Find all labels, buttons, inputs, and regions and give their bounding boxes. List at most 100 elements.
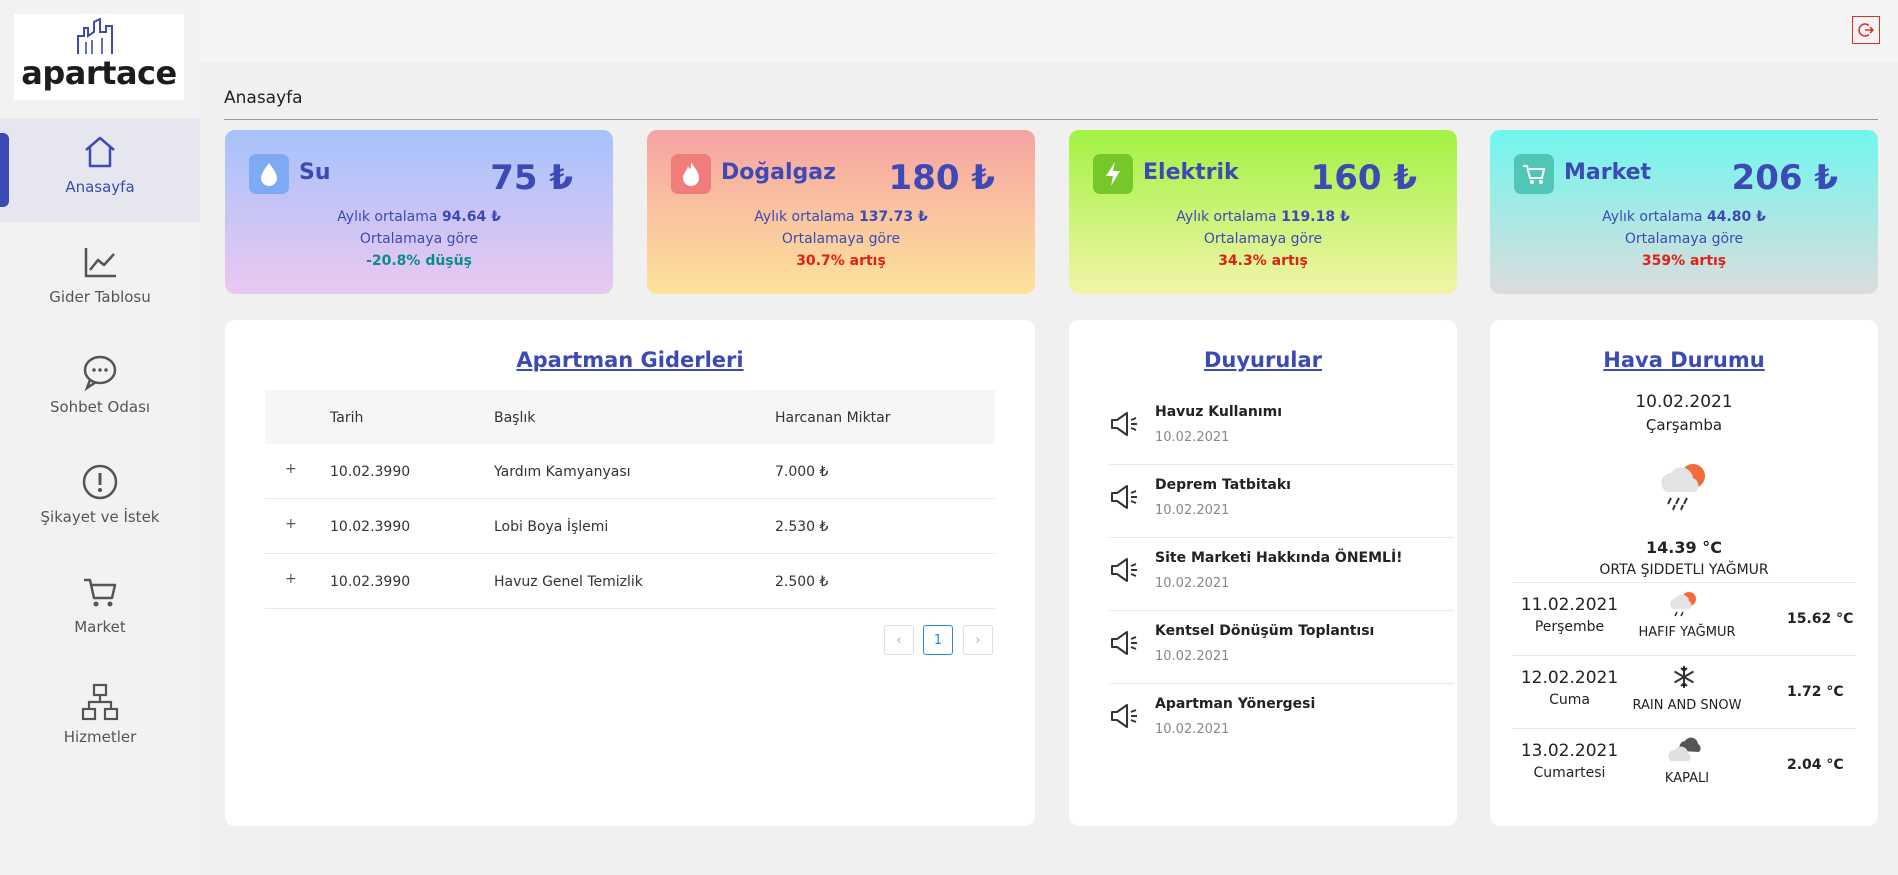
- brand-name: apartace: [21, 54, 177, 92]
- page-title: Anasayfa: [224, 88, 303, 108]
- chat-bubbles-icon: [83, 355, 117, 392]
- expenses-panel: Apartman Giderleri Tarih Başlık Harcanan…: [225, 320, 1035, 826]
- sidebar-item-market[interactable]: Market: [0, 558, 200, 662]
- stat-avg-value: 119.18 ₺: [1281, 209, 1350, 225]
- stat-card-market[interactable]: Market 206 ₺ Aylık ortalama 44.80 ₺ Orta…: [1490, 130, 1878, 294]
- stat-value: 75 ₺: [490, 158, 573, 198]
- forecast-date: 13.02.2021: [1520, 741, 1619, 761]
- megaphone-icon: [1111, 485, 1137, 509]
- row-amount: 2.500 ₺: [775, 574, 829, 590]
- announcement-title: Havuz Kullanımı: [1155, 404, 1283, 420]
- row-date: 10.02.3990: [330, 574, 411, 590]
- cloudy-icon: [1668, 737, 1701, 761]
- column-header-baslik[interactable]: Başlık: [494, 410, 536, 426]
- stat-avg-value: 137.73 ₺: [859, 209, 928, 225]
- rain-sun-icon: [1661, 464, 1705, 511]
- announcement-date: 10.02.2021: [1155, 649, 1230, 664]
- stat-change: -20.8% düşüş: [366, 253, 472, 269]
- announcements-title[interactable]: Duyurular: [1203, 348, 1323, 372]
- forecast-row: 11.02.2021 Perşembe HAFIF YAĞMUR 15.62 °…: [1512, 582, 1856, 655]
- expenses-table: Tarih Başlık Harcanan Miktar + 10.02.399…: [265, 390, 995, 609]
- stat-name: Market: [1564, 160, 1652, 185]
- chart-line-icon: [84, 248, 116, 278]
- column-header-miktar[interactable]: Harcanan Miktar: [775, 410, 891, 426]
- announcement-item[interactable]: Havuz Kullanımı 10.02.2021: [1109, 392, 1454, 465]
- title-divider: [224, 119, 1878, 120]
- forecast-day: Cuma: [1549, 692, 1590, 708]
- announcement-item[interactable]: Kentsel Dönüşüm Toplantısı 10.02.2021: [1109, 611, 1454, 684]
- table-row: + 10.02.3990 Lobi Boya İşlemi 2.530 ₺: [265, 499, 995, 554]
- forecast-temp: 1.72 °C: [1787, 684, 1844, 700]
- forecast-row: 13.02.2021 Cumartesi KAPALI 2.04 °C: [1512, 728, 1856, 801]
- stat-card-dogalgaz[interactable]: Doğalgaz 180 ₺ Aylık ortalama 137.73 ₺ O…: [647, 130, 1035, 294]
- alert-circle-icon: [82, 464, 118, 500]
- stat-change: 359% artış: [1641, 253, 1727, 269]
- announcement-item[interactable]: Apartman Yönergesi 10.02.2021: [1109, 684, 1454, 756]
- weather-title[interactable]: Hava Durumu: [1603, 348, 1765, 372]
- weather-today-temp: 14.39 °C: [1646, 538, 1722, 557]
- forecast-desc: KAPALI: [1664, 771, 1710, 786]
- stat-value: 206 ₺: [1731, 158, 1838, 198]
- row-amount: 7.000 ₺: [775, 464, 829, 480]
- expand-row-button[interactable]: +: [285, 461, 297, 477]
- announcements-panel: Duyurular Havuz Kullanımı 10.02.2021 Dep…: [1069, 320, 1457, 826]
- column-header-tarih[interactable]: Tarih: [330, 410, 364, 426]
- announcement-title: Apartman Yönergesi: [1155, 696, 1316, 712]
- megaphone-icon: [1111, 631, 1137, 655]
- forecast-temp: 15.62 °C: [1787, 611, 1854, 627]
- forecast-temp: 2.04 °C: [1787, 757, 1844, 773]
- stat-avg-label: Aylık ortalama: [337, 209, 438, 225]
- flame-icon: [671, 154, 711, 194]
- pagination-prev-button[interactable]: ‹: [884, 625, 914, 655]
- announcement-title: Kentsel Dönüşüm Toplantısı: [1155, 623, 1375, 639]
- brand-logo[interactable]: apartace: [14, 14, 184, 100]
- sidebar-item-label: Şikayet ve İstek: [40, 508, 160, 526]
- expand-row-button[interactable]: +: [285, 516, 297, 532]
- sidebar-item-label: Gider Tablosu: [49, 288, 151, 306]
- megaphone-icon: [1111, 704, 1137, 728]
- stat-name: Elektrik: [1143, 160, 1239, 185]
- row-title: Lobi Boya İşlemi: [494, 519, 609, 535]
- forecast-desc: RAIN AND SNOW: [1632, 698, 1742, 713]
- expenses-title[interactable]: Apartman Giderleri: [516, 348, 744, 372]
- sidebar-item-gider-tablosu[interactable]: Gider Tablosu: [0, 228, 200, 332]
- sidebar-item-hizmetler[interactable]: Hizmetler: [0, 668, 200, 772]
- forecast-desc: HAFIF YAĞMUR: [1638, 625, 1736, 640]
- sitemap-icon: [81, 683, 119, 721]
- forecast-date: 11.02.2021: [1520, 595, 1619, 615]
- sidebar-item-label: Market: [74, 618, 126, 636]
- megaphone-icon: [1111, 412, 1137, 436]
- logout-button[interactable]: [1852, 16, 1880, 44]
- sidebar-item-sohbet-odasi[interactable]: Sohbet Odası: [0, 338, 200, 442]
- table-row: + 10.02.3990 Havuz Genel Temizlik 2.500 …: [265, 554, 995, 609]
- row-amount: 2.530 ₺: [775, 519, 829, 535]
- sidebar-item-sikayet-ve-istek[interactable]: Şikayet ve İstek: [0, 448, 200, 552]
- table-header: Tarih Başlık Harcanan Miktar: [265, 390, 995, 444]
- stat-change: 30.7% artış: [796, 253, 886, 269]
- stat-name: Su: [299, 160, 331, 185]
- expand-row-button[interactable]: +: [285, 571, 297, 587]
- cart-icon: [1514, 154, 1554, 194]
- forecast-day: Cumartesi: [1533, 765, 1606, 781]
- stat-compare-label: Ortalamaya göre: [359, 231, 479, 247]
- announcement-date: 10.02.2021: [1155, 430, 1230, 445]
- weather-today-desc: ORTA ŞIDDETLI YAĞMUR: [1599, 562, 1769, 578]
- forecast-date: 12.02.2021: [1520, 668, 1619, 688]
- stat-avg-label: Aylık ortalama: [754, 209, 855, 225]
- forecast-day: Perşembe: [1534, 619, 1605, 635]
- weather-today-day: Çarşamba: [1645, 416, 1723, 434]
- announcement-title: Deprem Tatbitakı: [1155, 477, 1291, 493]
- stat-card-su[interactable]: Su 75 ₺ Aylık ortalama 94.64 ₺ Ortalamay…: [225, 130, 613, 294]
- announcement-item[interactable]: Deprem Tatbitakı 10.02.2021: [1109, 465, 1454, 538]
- sidebar-item-label: Anasayfa: [65, 178, 135, 196]
- sidebar-item-anasayfa[interactable]: Anasayfa: [0, 118, 200, 222]
- stat-avg-value: 44.80 ₺: [1706, 209, 1766, 225]
- table-row: + 10.02.3990 Yardım Kamyanyası 7.000 ₺: [265, 444, 995, 499]
- snowflake-icon: [1673, 666, 1695, 688]
- stat-card-elektrik[interactable]: Elektrik 160 ₺ Aylık ortalama 119.18 ₺ O…: [1069, 130, 1457, 294]
- pagination-page-1[interactable]: 1: [923, 625, 953, 655]
- pagination-next-button[interactable]: ›: [963, 625, 993, 655]
- top-bar: [200, 0, 1898, 62]
- stat-avg-label: Aylık ortalama: [1602, 209, 1703, 225]
- announcement-item[interactable]: Site Marketi Hakkında ÖNEMLİ! 10.02.2021: [1109, 538, 1454, 611]
